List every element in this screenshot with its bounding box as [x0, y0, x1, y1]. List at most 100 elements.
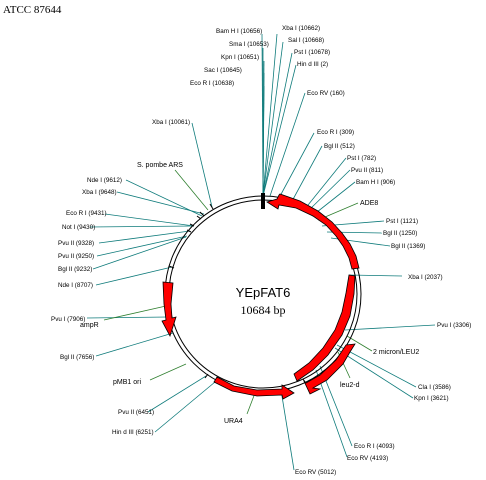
site-line-xbai-10061 [191, 122, 213, 208]
arrow-ade8 [266, 193, 360, 270]
site-label-pvuii-811: Pvu II (811) [351, 167, 383, 174]
site-line-bamhi-906 [311, 181, 356, 217]
feature-line-pmb1 [149, 363, 187, 381]
feature-labels: S. pombe ARS ADE8 2 micron/LEU2 leu2-d U… [80, 162, 419, 425]
site-line-ecorv-160 [269, 92, 306, 197]
feature-line-ura4 [246, 392, 256, 415]
site-label-smai-10653: Sma I (10653) [229, 41, 269, 48]
arrow-ampr [161, 281, 177, 338]
feature-label-ade8: ADE8 [360, 200, 378, 207]
site-line-hindiii-6251 [154, 381, 216, 433]
site-label-hindiii-6251: Hin d III (6251) [112, 429, 154, 436]
site-label-clai-3586: Cla I (3586) [418, 384, 451, 391]
accession-label: ATCC 87644 [3, 4, 62, 16]
site-line-bglii-7656 [95, 332, 174, 357]
site-label-bglii-1250: Bgl II (1250) [383, 230, 417, 237]
site-label-xbai-10061: Xba I (10061) [152, 119, 190, 126]
arrow-ura4 [213, 376, 295, 400]
feature-label-spombe-ars: S. pombe ARS [137, 162, 183, 169]
feature-arrows [161, 193, 360, 400]
plasmid-size: 10684 bp [241, 303, 286, 317]
feature-label-ura4: URA4 [224, 418, 243, 425]
feature-label-leu2d: leu2-d [340, 382, 360, 389]
site-label-ecori-309: Eco R I (309) [317, 129, 354, 136]
site-line-noti-9430 [89, 225, 195, 228]
site-line-ecori-10638 [262, 85, 265, 197]
site-label-psti-782: Pst I (782) [347, 155, 376, 162]
site-tick-noti-9430 [189, 223, 195, 227]
site-line-psti-782 [303, 157, 347, 211]
site-line-hindiii-2 [262, 64, 297, 197]
site-line-pvui-7906 [86, 316, 169, 319]
site-line-ecori-9431 [104, 213, 195, 227]
site-label-ndei-8707: Nde I (8707) [58, 282, 93, 289]
feature-line-2micron [346, 335, 373, 352]
site-leader-lines [86, 33, 436, 471]
site-line-ecorv-4193 [315, 369, 348, 458]
site-label-psti-10678: Pst I (10678) [294, 49, 330, 56]
site-label-psti-1121: Pst I (1121) [386, 218, 418, 225]
site-line-xbai-2037 [348, 274, 403, 277]
site-label-xbai-2037: Xba I (2037) [408, 274, 443, 281]
site-label-bglii-9232: Bgl II (9232) [58, 266, 92, 273]
site-label-ecorv-160: Eco RV (160) [307, 90, 345, 97]
site-line-bglii-9232 [92, 236, 187, 270]
site-label-ndei-9612: Nde I (9612) [87, 177, 122, 184]
site-label-hindiii-2: Hin d III (2) [297, 61, 328, 68]
plasmid-name: YEpFAT6 [236, 285, 291, 300]
site-label-ecorv-5012: Eco RV (5012) [295, 469, 336, 476]
feature-label-ampr: ampR [80, 322, 99, 329]
site-line-psti-10678 [262, 52, 293, 197]
site-label-sali-10668: Sal I (10668) [288, 37, 324, 44]
site-line-pvuii-9250 [96, 235, 188, 257]
site-label-saci-10645: Sac I (10645) [204, 67, 242, 74]
site-tick-ndei-9612 [199, 211, 205, 217]
site-label-bglii-1369: Bgl II (1369) [391, 243, 425, 250]
feature-line-spombe-ars [174, 169, 209, 211]
site-tick-xbai-10061 [209, 203, 214, 210]
feature-label-pmb1: pMB1 ori [113, 379, 141, 386]
site-label-bamhi-906: Bam H I (906) [356, 179, 395, 186]
site-tick-ndei-8707 [168, 265, 175, 269]
site-label-ecorv-4193: Eco RV (4193) [347, 455, 388, 462]
site-label-ecori-4093: Eco R I (4093) [354, 443, 395, 450]
site-line-pvuii-6451 [147, 375, 207, 413]
arrow-2micron-leu2 [293, 274, 356, 382]
feature-leader-lines [103, 169, 373, 415]
origin-marker [261, 193, 265, 209]
site-line-ndei-9612 [125, 179, 203, 217]
site-line-pvuii-9328 [98, 230, 191, 244]
site-label-bamhi-10656: Bam H I (10656) [216, 28, 262, 35]
site-label-ecori-10638: Eco R I (10638) [190, 80, 234, 87]
site-label-pvui-3306: Pvu I (3306) [437, 322, 471, 329]
site-label-noti-9430: Not I (9430) [62, 224, 95, 231]
site-line-ecori-309 [278, 132, 315, 199]
site-label-kpni-10651: Kpn I (10651) [221, 54, 259, 61]
site-label-xbai-9648: Xba I (9648) [82, 189, 117, 196]
site-label-kpni-3621: Kpn I (3621) [414, 395, 449, 402]
site-label-xbai-10662: Xba I (10662) [282, 25, 320, 32]
arrow-leu2d [302, 343, 356, 395]
site-label-pvuii-9328: Pvu II (9328) [58, 240, 94, 247]
site-line-ndei-8707 [95, 266, 173, 286]
site-ticks [168, 203, 214, 379]
site-label-ecori-9431: Eco R I (9431) [66, 210, 107, 217]
site-label-pvui-7906: Pvu I (7906) [51, 316, 85, 323]
site-line-xbai-10662 [262, 33, 278, 197]
site-label-pvuii-9250: Pvu II (9250) [58, 253, 94, 260]
site-line-sali-10668 [262, 41, 284, 197]
site-line-kpni-3621 [334, 347, 414, 399]
site-line-pvui-3306 [344, 324, 436, 331]
site-label-bglii-512: Bgl II (512) [324, 143, 355, 150]
site-tick-pvuii-6451 [204, 373, 209, 379]
site-line-pvuii-811 [306, 169, 351, 213]
site-tick-pvuii-9328 [186, 229, 192, 233]
feature-label-2micron: 2 micron/LEU2 [373, 349, 419, 356]
site-tick-xbai-9648 [196, 215, 202, 220]
site-line-bglii-512 [290, 145, 323, 204]
site-line-ecorv-5012 [280, 389, 295, 471]
site-label-pvuii-6451: Pvu II (6451) [118, 409, 154, 416]
site-label-bglii-7656: Bgl II (7656) [60, 354, 94, 361]
site-labels: Bam H I (10656) Sma I (10653) Kpn I (106… [51, 25, 471, 476]
